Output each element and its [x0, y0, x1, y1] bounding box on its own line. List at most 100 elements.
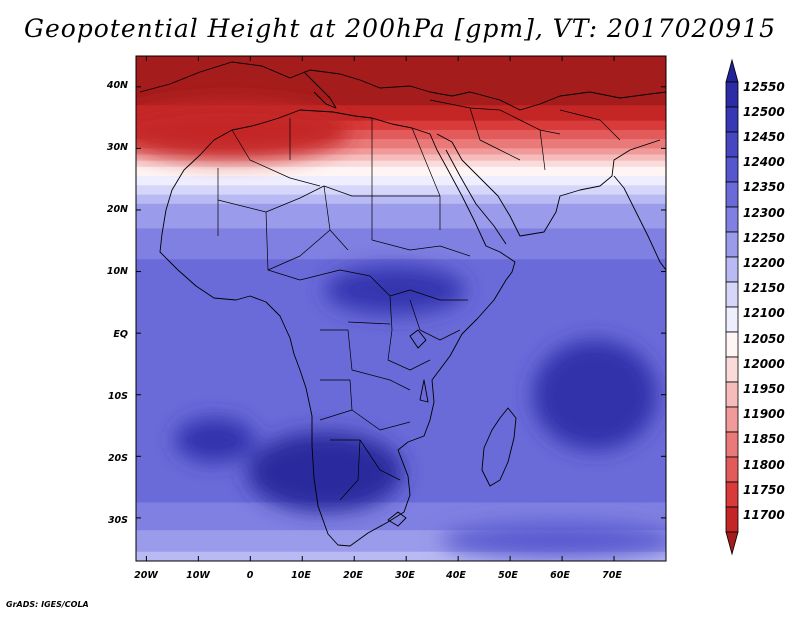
field-band: [136, 533, 666, 537]
field-band: [136, 160, 666, 165]
field-band: [136, 527, 666, 531]
field-band: [136, 539, 666, 544]
field-band: [136, 484, 666, 488]
field-band: [136, 59, 666, 63]
field-band: [136, 163, 666, 168]
field-band: [136, 240, 666, 245]
field-band: [136, 176, 666, 180]
colorbar-min-arrow: [725, 531, 739, 556]
field-band: [136, 379, 666, 384]
colorbar-box: [725, 156, 739, 183]
field-band: [136, 502, 666, 507]
lat-label: 30N: [107, 142, 128, 153]
colorbar-label: 12550: [743, 80, 785, 94]
field-band: [136, 114, 666, 119]
field-band: [136, 508, 666, 513]
colorbar-label: 12100: [743, 306, 785, 320]
field-band: [136, 443, 666, 448]
colorbar-box: [725, 356, 739, 383]
field-band: [136, 182, 666, 186]
colorbar-label: 12300: [743, 206, 785, 220]
field-band: [136, 490, 666, 494]
field-band: [136, 68, 666, 72]
field-band: [136, 382, 666, 387]
colorbar-box: [725, 431, 739, 458]
field-band: [136, 542, 666, 547]
field-band: [136, 367, 666, 371]
field-band: [136, 499, 666, 504]
field-band: [136, 188, 666, 193]
field-band: [136, 517, 666, 522]
colorbar-label: 12400: [743, 155, 785, 169]
field-band: [136, 222, 666, 226]
field-band: [136, 166, 666, 171]
lon-label: 20W: [134, 570, 158, 581]
field-band: [136, 253, 666, 257]
field-band: [136, 262, 666, 266]
colorbar-box: [725, 281, 739, 308]
field-band: [136, 351, 666, 356]
lat-label: 20N: [107, 204, 128, 215]
africa-coastline: [159, 109, 516, 547]
field-band: [136, 209, 666, 214]
field-band: [136, 345, 666, 350]
field-band: [136, 437, 666, 442]
field-band: [136, 407, 666, 411]
field-band: [136, 376, 666, 380]
anatolia-middle-east: [429, 99, 621, 171]
field-band: [136, 524, 666, 528]
lat-label: 10N: [107, 266, 128, 277]
colorbar-labels: 12550 12500 12450 12400 12350 12300 1225…: [743, 80, 785, 522]
field-band: [136, 434, 666, 439]
field-band: [136, 243, 666, 248]
colorbar-box: [725, 506, 739, 533]
field-band: [136, 126, 666, 131]
lon-label: 70E: [602, 570, 622, 581]
field-band: [136, 360, 666, 365]
field-band: [136, 413, 666, 417]
europe-coast: [139, 61, 666, 111]
field-band: [136, 200, 666, 205]
field-band: [136, 431, 666, 436]
field-band: [136, 136, 666, 140]
latitude-bands: [136, 56, 666, 561]
colorbar-label: 12150: [743, 281, 785, 295]
colorbar-box: [725, 256, 739, 283]
field-band: [136, 496, 666, 501]
field-band: [136, 419, 666, 424]
longitude-labels: 20W 10W 0 10E 20E 30E 40E 50E 60E 70E: [134, 570, 622, 581]
field-band: [136, 505, 666, 510]
field-band: [136, 557, 666, 561]
india-coastline: [613, 175, 666, 271]
field-band: [136, 391, 666, 396]
field-band: [136, 173, 666, 177]
colorbar-box: [725, 106, 739, 133]
field-band: [136, 342, 666, 347]
lon-label: 20E: [343, 570, 363, 581]
field-band: [136, 148, 666, 153]
colorbar-label: 11850: [743, 432, 785, 446]
lakes: [387, 329, 429, 527]
arabia-coastline: [436, 133, 661, 237]
field-band: [136, 151, 666, 156]
field-band: [136, 323, 666, 328]
field-band: [136, 132, 666, 137]
colorbar-label: 12250: [743, 231, 785, 245]
field-band: [136, 403, 666, 408]
high-ridge-west: [175, 418, 255, 462]
field-band: [136, 453, 666, 457]
field-band: [136, 234, 666, 239]
colorbar-label: 11700: [743, 508, 785, 522]
coastlines-borders: [139, 61, 666, 547]
field-band: [136, 440, 666, 445]
field-band: [136, 480, 666, 485]
field-band: [136, 179, 666, 183]
field-band: [136, 487, 666, 491]
high-center-indian-ocean: [533, 340, 657, 450]
field-band: [136, 185, 666, 190]
field-band: [136, 194, 666, 199]
field-band: [136, 373, 666, 377]
field-band: [136, 548, 666, 553]
colorbar-box: [725, 306, 739, 333]
